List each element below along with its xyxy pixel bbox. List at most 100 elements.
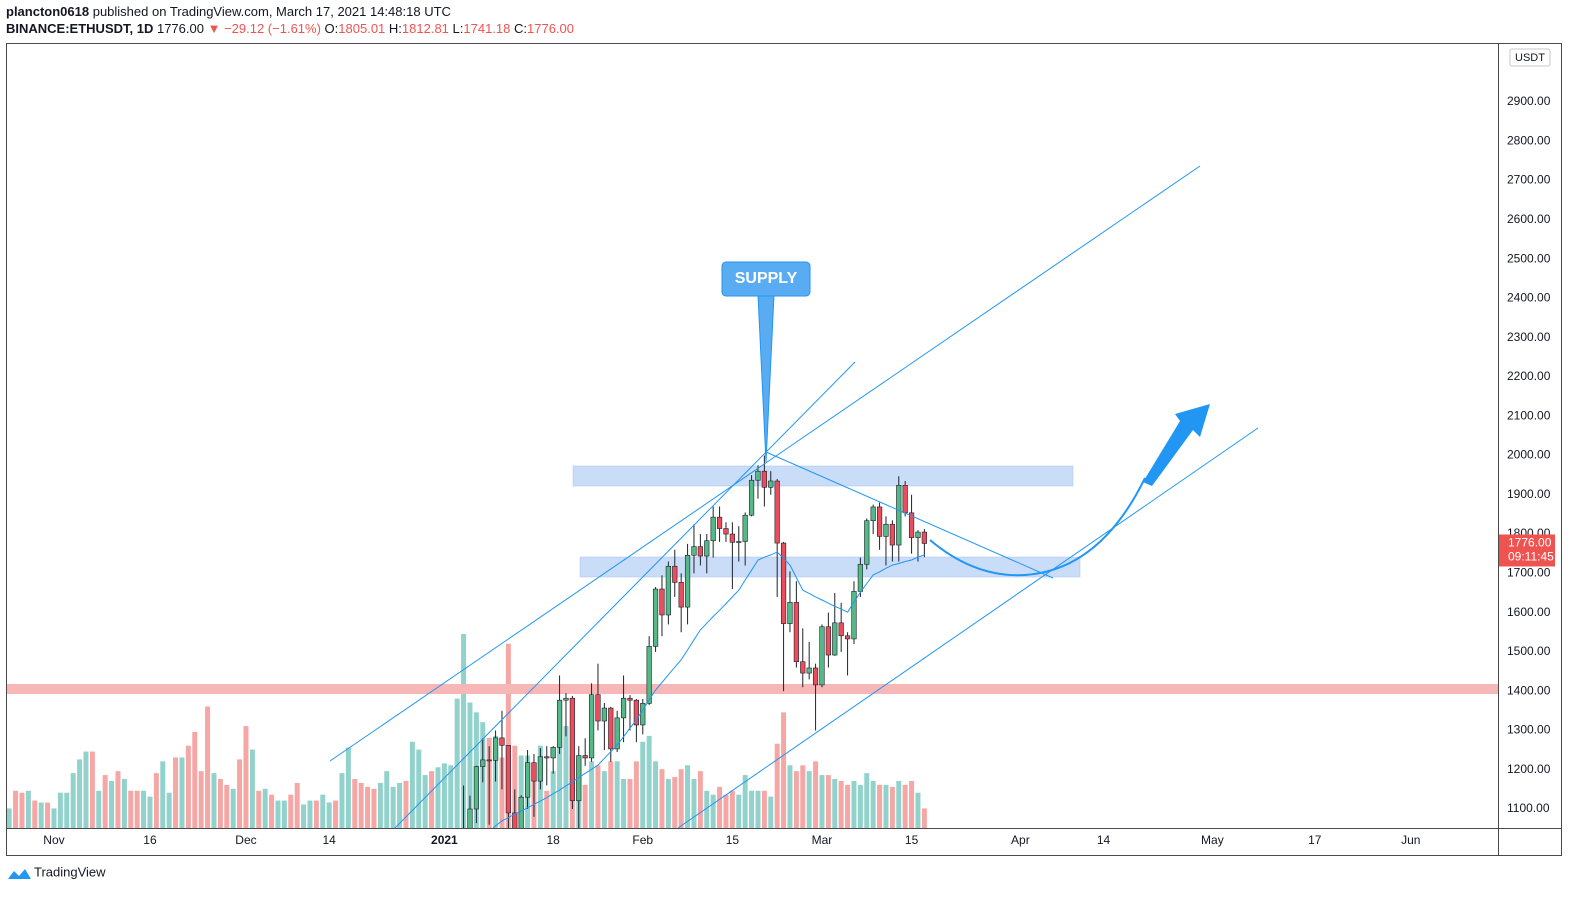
- candle-body: [761, 470, 767, 488]
- candle-body: [480, 759, 486, 767]
- candle-body: [729, 533, 735, 543]
- volume-bar: [166, 792, 172, 828]
- volume-bar: [729, 790, 735, 828]
- volume-bar: [608, 761, 614, 828]
- y-tick-label: 2300.00: [1507, 330, 1551, 344]
- candle-body: [774, 480, 780, 544]
- volume-bar: [819, 775, 825, 828]
- volume-bar: [717, 786, 723, 828]
- candle-body: [704, 540, 710, 557]
- candle-body: [499, 737, 505, 746]
- volume-bar: [627, 779, 633, 828]
- candle-body: [678, 582, 684, 608]
- supply-zone: [572, 465, 1074, 487]
- y-tick-label: 1100.00: [1507, 801, 1550, 815]
- volume-bar: [422, 775, 428, 828]
- volume-bar: [57, 792, 63, 828]
- volume-bar: [365, 786, 371, 828]
- volume-bar: [301, 804, 307, 828]
- currency-box: [1509, 48, 1551, 67]
- volume-bar: [134, 790, 140, 828]
- volume-bar: [557, 702, 563, 828]
- candle-body: [787, 602, 793, 624]
- ohlc-key: L:: [452, 21, 464, 36]
- candle-body: [710, 516, 716, 542]
- volume-bar: [467, 702, 473, 828]
- callout-text: SUPPLY: [735, 270, 798, 287]
- candle-body: [512, 812, 518, 828]
- candle-body: [473, 766, 479, 810]
- volume-bar: [691, 779, 697, 828]
- candle-layer: [463, 455, 927, 828]
- volume-bar: [205, 706, 211, 828]
- candle-body: [614, 717, 620, 750]
- volume-bar: [499, 757, 505, 828]
- author[interactable]: plancton0618: [6, 4, 90, 19]
- volume-bar: [774, 743, 780, 828]
- volume-bar: [505, 643, 511, 828]
- volume-bar: [710, 794, 716, 828]
- volume-bar: [646, 735, 652, 828]
- candle-body: [518, 796, 524, 828]
- x-tick-label: 14: [322, 833, 336, 847]
- candle-body: [524, 762, 531, 798]
- y-tick-label: 2200.00: [1507, 369, 1551, 383]
- x-tick-label: Nov: [43, 833, 64, 847]
- volume-bar: [32, 800, 38, 828]
- x-tick-label: 2021: [431, 833, 458, 847]
- candle-body: [569, 697, 575, 802]
- volume-bar: [441, 763, 447, 828]
- volume-bar: [909, 780, 915, 828]
- footer-brand: TradingView: [34, 864, 106, 879]
- volume-bar: [19, 792, 25, 828]
- volume-bar: [352, 779, 358, 828]
- candle-body: [665, 565, 671, 616]
- candle-body: [870, 506, 876, 521]
- volume-bar: [851, 780, 857, 828]
- candle-body: [755, 470, 761, 481]
- volume-bar: [121, 779, 127, 828]
- volume-bar: [787, 765, 793, 828]
- volume-bar: [230, 788, 236, 828]
- volume-bar: [429, 771, 435, 828]
- symbol: BINANCE:ETHUSDT, 1D: [6, 21, 154, 36]
- volume-bar: [896, 780, 902, 828]
- volume-bar: [409, 741, 415, 828]
- candle-body: [908, 512, 915, 538]
- volume-bar: [345, 747, 351, 828]
- x-tick-label: Jun: [1401, 833, 1420, 847]
- candle-body: [492, 737, 499, 761]
- trend-line: [394, 361, 856, 828]
- volume-bar: [870, 780, 876, 828]
- volume-bar: [595, 765, 601, 828]
- volume-bar: [563, 726, 569, 828]
- volume-bar: [307, 800, 313, 828]
- price-change: ▼ −29.12 (−1.61%): [207, 21, 321, 36]
- y-tick-label: 2100.00: [1507, 408, 1551, 422]
- volume-bar: [217, 779, 223, 828]
- volume-bar: [243, 726, 249, 828]
- volume-bar: [448, 765, 454, 828]
- volume-bar: [25, 790, 31, 828]
- volume-bar: [768, 796, 774, 828]
- candle-body: [691, 546, 697, 556]
- volume-bar: [237, 759, 243, 828]
- volume-bar: [109, 780, 115, 828]
- volume-bar: [153, 773, 159, 828]
- volume-bar: [665, 779, 671, 828]
- candle-body: [742, 514, 748, 542]
- candle-body: [851, 591, 857, 640]
- candle-body: [652, 588, 659, 647]
- x-tick-label: Apr: [1011, 833, 1030, 847]
- volume-bar: [262, 788, 268, 828]
- candle-body: [736, 541, 742, 543]
- volume-bar: [96, 790, 102, 828]
- candle-body: [659, 588, 665, 616]
- volume-bar: [845, 784, 851, 828]
- candle-body: [531, 762, 537, 782]
- volume-bar: [614, 761, 620, 828]
- currency-label: USDT: [1515, 52, 1545, 64]
- volume-bar: [77, 759, 83, 828]
- volume-bar: [13, 790, 19, 828]
